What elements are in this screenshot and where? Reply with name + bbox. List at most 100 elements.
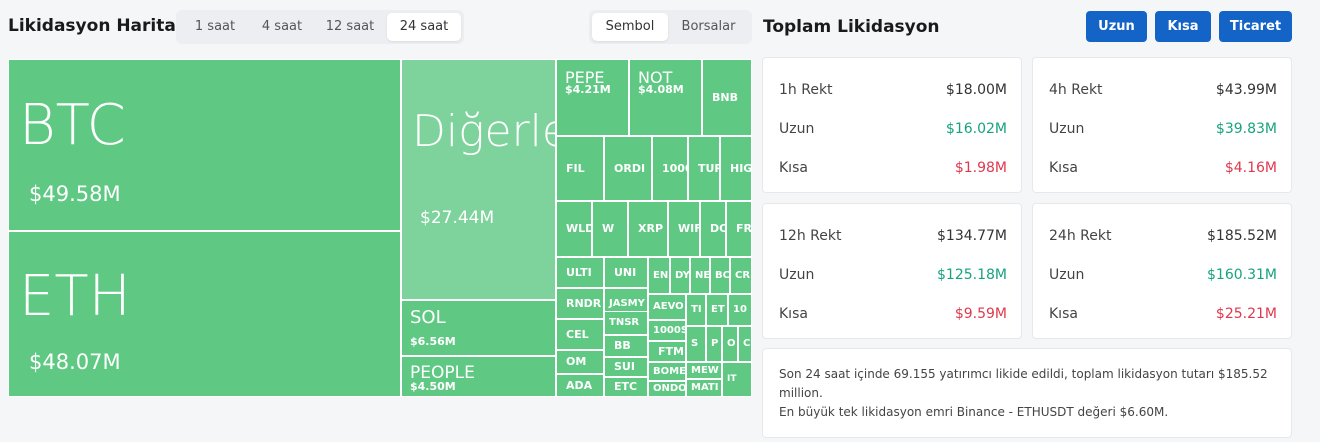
tile-value: $27.44M — [420, 208, 495, 228]
treemap-tile-people[interactable]: PEOPLE $4.50M — [401, 356, 556, 397]
tile-symbol: ETH — [19, 264, 131, 329]
short-button[interactable]: Kısa — [1155, 11, 1211, 42]
treemap-tile-dy[interactable]: DY — [670, 257, 690, 294]
treemap-tile-ordi[interactable]: ORDI — [604, 136, 652, 201]
treemap-tile-o[interactable]: O — [722, 326, 738, 362]
treemap-tile-btc[interactable]: BTC $49.58M — [8, 59, 401, 231]
tile-symbol: BTC — [19, 93, 126, 158]
treemap-tile-c[interactable]: C — [738, 326, 752, 362]
long-label: Uzun — [779, 267, 815, 283]
treemap-tile-eth[interactable]: ETH $48.07M — [8, 231, 401, 397]
treemap-tile-pepe[interactable]: PEPE $4.21M — [556, 59, 629, 136]
tile-symbol: PEOPLE — [410, 363, 475, 383]
treemap-tile-ada[interactable]: ADA — [556, 374, 604, 397]
treemap-tile-tnsr[interactable]: TNSR — [604, 311, 648, 335]
treemap-tile-bc[interactable]: BC — [710, 257, 730, 294]
long-value: $16.02M — [945, 121, 1007, 137]
tile-symbol: AEVO — [653, 301, 684, 312]
tile-symbol: BOME — [653, 365, 686, 377]
tile-symbol: CR — [735, 269, 751, 281]
treemap-tile-bnb[interactable]: BNB — [702, 59, 752, 136]
tile-value: $4.21M — [565, 83, 611, 96]
treemap-tile-ulti[interactable]: ULTI — [556, 257, 604, 288]
treemap-tile-mati[interactable]: MATI — [686, 379, 722, 397]
tab-24-saat[interactable]: 24 saat — [387, 13, 461, 41]
tile-symbol: NE — [695, 269, 710, 281]
tab-4-saat[interactable]: 4 saat — [261, 19, 303, 34]
tab-borsalar[interactable]: Borsalar — [681, 19, 736, 34]
treemap-tile-ondo[interactable]: ONDO — [648, 381, 686, 397]
short-value: $9.59M — [954, 306, 1007, 322]
long-button[interactable]: Uzun — [1086, 11, 1147, 42]
tile-value: $4.50M — [410, 380, 456, 393]
treemap-tile-tur[interactable]: TUR — [688, 136, 720, 201]
treemap-tile-ftm[interactable]: FTM — [648, 341, 686, 362]
treemap-tile-sui[interactable]: SUI — [604, 357, 648, 377]
view-tabs: Sembol Borsalar — [589, 10, 752, 44]
card-total: $134.77M — [937, 228, 1007, 244]
treemap-tile-wif[interactable]: WIF — [668, 201, 700, 257]
treemap-tile-not[interactable]: NOT $4.08M — [629, 59, 702, 136]
treemap-tile-1000s[interactable]: 1000S — [648, 320, 686, 341]
tile-symbol: 1000S — [653, 324, 686, 336]
treemap-tile-aevo[interactable]: AEVO — [648, 294, 686, 320]
treemap-tile-it[interactable]: IT — [722, 362, 752, 397]
treemap-tile-ti[interactable]: TI — [686, 294, 706, 326]
summary-line-1: Son 24 saat içinde 69.155 yatırımcı liki… — [779, 367, 1268, 400]
card-12h: 12h Rekt $134.77M Uzun $125.18M Kısa $9.59M — [762, 203, 1022, 339]
card-total: $185.52M — [1207, 228, 1277, 244]
treemap-tile-et[interactable]: ET — [706, 294, 728, 326]
tile-symbol: IT — [727, 373, 737, 384]
card-total: $18.00M — [945, 82, 1007, 98]
treemap-tile-10[interactable]: 10 — [728, 294, 752, 326]
treemap-tile-xrp[interactable]: XRP — [628, 201, 668, 257]
treemap-tile-s[interactable]: S — [686, 326, 706, 362]
tile-symbol: W — [602, 222, 615, 235]
treemap-tile-etc[interactable]: ETC — [604, 377, 648, 397]
treemap-tile-rndr[interactable]: RNDR — [556, 288, 604, 319]
treemap-tile-dog[interactable]: DOG — [700, 201, 726, 257]
treemap-tile-om[interactable]: OM — [556, 350, 604, 374]
tile-symbol: MATI — [691, 382, 719, 393]
tile-symbol: DOG — [710, 222, 725, 235]
treemap-tile-sol[interactable]: SOL $6.56M — [401, 300, 556, 356]
tile-symbol: ULTI — [566, 265, 592, 279]
treemap-tile-bb[interactable]: BB — [604, 335, 648, 357]
tile-symbol: TUR — [698, 161, 719, 175]
tile-symbol: 1000 — [662, 161, 687, 175]
summary-line-2: En büyük tek likidasyon emri Binance - E… — [779, 405, 1169, 419]
treemap-tile-ne[interactable]: NE — [690, 257, 710, 294]
long-label: Uzun — [1049, 267, 1085, 283]
tile-value: $48.07M — [29, 350, 121, 374]
treemap-tile-cel[interactable]: CEL — [556, 319, 604, 350]
treemap-tile-diğerle[interactable]: Diğerle $27.44M — [401, 59, 556, 300]
tile-value: $6.56M — [410, 335, 456, 348]
treemap-tile-en[interactable]: EN — [648, 257, 670, 294]
treemap-tile-w[interactable]: W — [592, 201, 628, 257]
treemap-tile-fro[interactable]: FRO — [726, 201, 752, 257]
tab-sembol[interactable]: Sembol — [592, 13, 668, 41]
treemap-tile-wld[interactable]: WLD — [556, 201, 592, 257]
treemap-tile-1000[interactable]: 1000 — [652, 136, 688, 201]
tile-symbol: UNI — [614, 265, 637, 279]
treemap-tile-cr[interactable]: CR — [730, 257, 752, 294]
tab-1-saat[interactable]: 1 saat — [194, 19, 236, 34]
treemap-tile-uni[interactable]: UNI — [604, 257, 648, 288]
treemap-tile-bome[interactable]: BOME — [648, 362, 686, 381]
trade-button[interactable]: Ticaret — [1219, 11, 1292, 42]
tile-symbol: FIL — [566, 161, 585, 175]
tile-symbol: RNDR — [566, 296, 602, 310]
short-value: $1.98M — [954, 160, 1007, 176]
tile-symbol: CEL — [566, 327, 589, 341]
tile-symbol: NOT — [638, 68, 673, 87]
treemap-tile-fil[interactable]: FIL — [556, 136, 604, 201]
long-value: $125.18M — [937, 267, 1007, 283]
time-range-tabs: 1 saat 4 saat 12 saat 24 saat — [176, 10, 464, 44]
treemap-tile-mew[interactable]: MEW — [686, 362, 722, 379]
tile-value: $49.58M — [29, 182, 121, 206]
treemap-tile-p[interactable]: P — [706, 326, 722, 362]
tile-symbol: P — [711, 338, 719, 349]
treemap-tile-hig[interactable]: HIG — [720, 136, 752, 201]
tab-12-saat[interactable]: 12 saat — [325, 19, 375, 34]
card-total: $43.99M — [1215, 82, 1277, 98]
